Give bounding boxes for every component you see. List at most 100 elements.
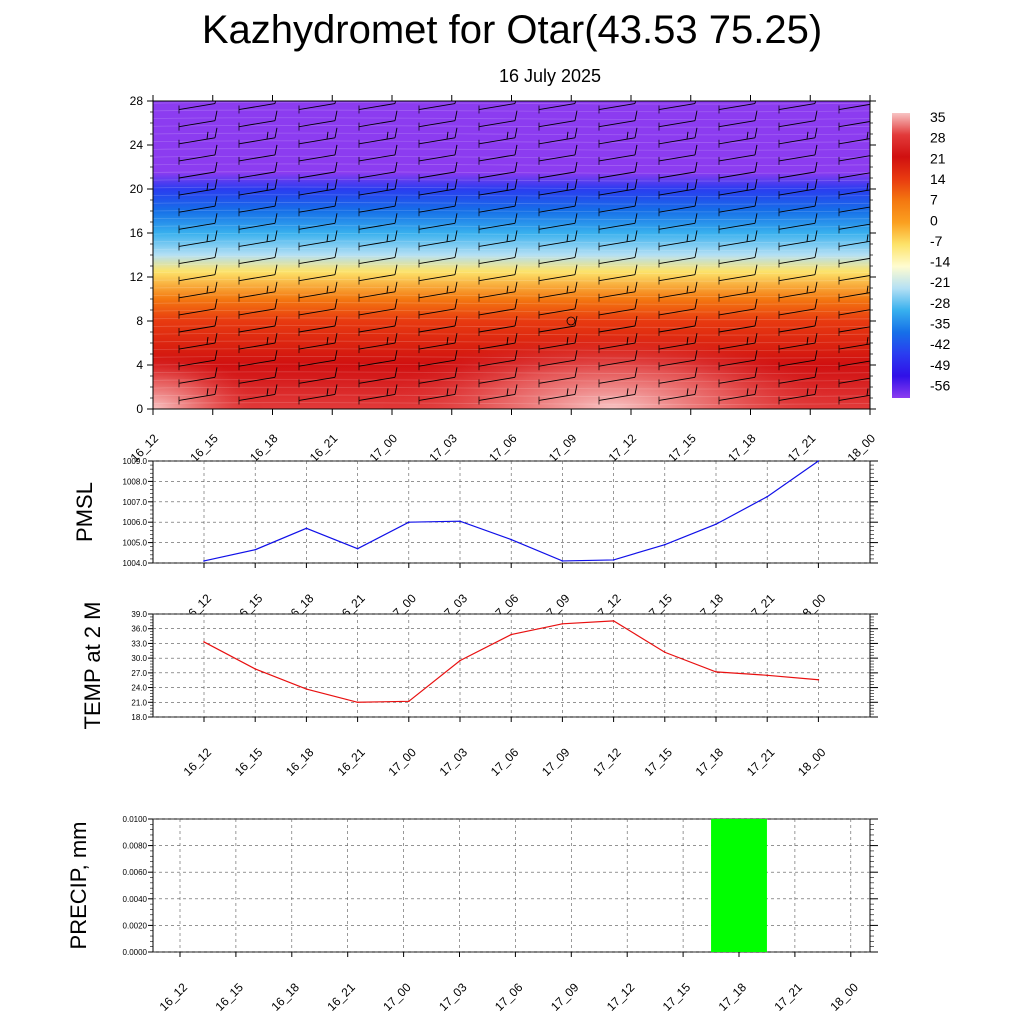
wind-barb-flag	[274, 350, 278, 361]
wind-barb-flag	[754, 367, 758, 378]
x-tick-label: 16_15	[232, 745, 266, 779]
wind-barb-shaft	[418, 325, 456, 333]
wind-barb-flag	[446, 183, 449, 191]
contour-line	[153, 163, 870, 167]
wind-barb-shaft	[418, 188, 456, 196]
wind-barb	[178, 281, 218, 302]
wind-barb	[658, 350, 698, 371]
data-point	[254, 668, 256, 670]
wind-barb-flag	[394, 298, 398, 309]
wind-barb-flag	[334, 350, 338, 361]
wind-barb	[358, 110, 398, 131]
wind-barb-shaft	[718, 394, 756, 401]
contour-line	[153, 302, 870, 305]
wind-barb-flag	[754, 230, 758, 241]
wind-barb-flag	[206, 234, 209, 242]
wind-barb-flag	[386, 388, 389, 396]
wind-barb	[538, 384, 578, 405]
wind-barb	[598, 384, 638, 405]
wind-barb-flag	[506, 234, 509, 242]
wind-barb-flag	[334, 230, 338, 241]
wind-barb-flag	[214, 350, 218, 361]
wind-barb-shaft	[238, 359, 276, 367]
wind-barb-flag	[446, 234, 449, 242]
data-point	[664, 543, 666, 546]
wind-barb-flag	[214, 179, 218, 190]
wind-barb	[298, 333, 338, 354]
wind-barb-shaft	[778, 154, 816, 162]
wind-barb-flag	[454, 110, 458, 121]
wind-barb-flag	[454, 333, 458, 344]
y-tick-label: 12	[130, 270, 144, 284]
contour-line	[153, 248, 870, 251]
wind-barb-flag	[514, 281, 518, 292]
data-point	[254, 548, 256, 551]
wind-barb-shaft	[538, 308, 576, 316]
wind-barb-flag	[454, 281, 458, 292]
wind-barb-shaft	[418, 171, 456, 179]
wind-barb	[418, 264, 458, 285]
wind-barb-flag	[274, 127, 278, 138]
wind-barb-flag	[206, 337, 209, 345]
contour-line	[153, 263, 870, 267]
wind-barb-flag	[394, 196, 398, 207]
wind-barb	[238, 247, 278, 268]
colorbar-ramp	[892, 113, 910, 398]
wind-barb-shaft	[718, 171, 756, 179]
wind-barb-shaft	[418, 342, 456, 350]
heatmap-surface-peaks	[153, 334, 842, 409]
wind-barb-flag	[386, 337, 389, 345]
wind-barb	[538, 315, 578, 336]
wind-barb-shaft	[238, 120, 276, 128]
wind-barb-flag	[334, 315, 338, 327]
data-point	[510, 633, 512, 636]
wind-barb-flag	[814, 247, 818, 258]
contour-line	[153, 340, 870, 344]
wind-barb-shaft	[178, 308, 216, 316]
wind-barb	[718, 315, 758, 336]
wind-barb	[298, 196, 338, 217]
wind-barb	[478, 161, 518, 182]
wind-barb-flag	[266, 131, 269, 139]
wind-barb-flag	[814, 110, 818, 121]
precip-panel: 0.0000 0.0020 0.0040 0.0060 0.0080 0.0100 16_1…	[66, 815, 878, 1014]
wind-barb-shaft	[658, 291, 696, 299]
data-point	[356, 547, 359, 550]
wind-barb	[238, 333, 278, 354]
wind-barb-flag	[875, 333, 877, 343]
wind-barb-shaft	[298, 188, 336, 196]
wind-barb-flag	[326, 183, 329, 191]
colorbar-label: 21	[930, 150, 946, 166]
wind-barb-shaft	[418, 291, 456, 299]
wind-barb-flag	[806, 183, 809, 191]
wind-barb	[658, 281, 698, 302]
contour-line	[153, 317, 870, 321]
wind-barb-flag	[454, 298, 458, 309]
wind-barb-shaft	[298, 308, 336, 316]
wind-barb-flag	[866, 183, 869, 191]
wind-barb	[778, 384, 818, 405]
wind-barb	[418, 110, 458, 131]
wind-barb	[778, 161, 818, 182]
wind-barb	[298, 110, 338, 131]
wind-barb-shaft	[838, 257, 870, 264]
wind-barb-shaft	[358, 308, 396, 316]
contour-line	[153, 140, 870, 143]
wind-barb-flag	[514, 179, 518, 190]
wind-barb	[178, 230, 218, 251]
colorbar-label: 35	[930, 109, 946, 125]
wind-barb	[838, 326, 870, 336]
wind-barb-flag	[754, 144, 758, 155]
wind-barb-shaft	[238, 342, 276, 350]
wind-barb-flag	[274, 213, 278, 224]
wind-barb-shaft	[598, 376, 636, 384]
wind-barb-shaft	[538, 342, 576, 350]
wind-barb-shaft	[658, 188, 696, 196]
wind-barb-flag	[214, 384, 218, 395]
wind-barb-flag	[574, 161, 578, 173]
wind-barb-flag	[694, 333, 698, 344]
contour-line	[153, 309, 870, 313]
x-tick-label: 16_18	[247, 431, 281, 465]
y-tick-label: 0.0000	[123, 948, 148, 957]
wind-barb	[598, 247, 638, 268]
